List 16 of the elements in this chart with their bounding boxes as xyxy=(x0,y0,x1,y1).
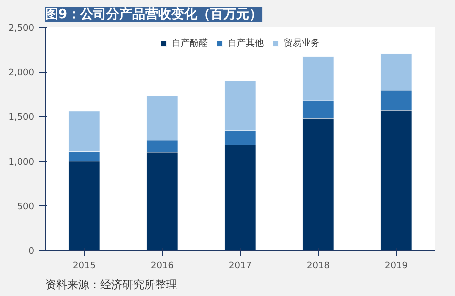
y-tick-label: 2,500 xyxy=(8,24,35,34)
x-tick-label: 2017 xyxy=(229,262,252,272)
x-tick-label: 2018 xyxy=(307,262,330,272)
y-tick-label: 2,000 xyxy=(8,68,35,79)
y-tick-label: 1,500 xyxy=(8,113,35,124)
x-tick-label: 2016 xyxy=(151,262,174,272)
legend-label: 自产酚醛 xyxy=(172,38,208,50)
x-tick-label: 2019 xyxy=(385,262,408,272)
text: 资料来源：经济研究所整理 xyxy=(46,278,178,292)
chart-title: 图9：公司分产品营收变化（百万元） xyxy=(46,6,263,22)
x-tick-label: 2015 xyxy=(73,262,96,272)
y-tick-label: 1,000 xyxy=(8,158,35,168)
legend-label: 自产其他 xyxy=(228,38,264,50)
legend-label: 贸易业务 xyxy=(284,38,320,50)
y-tick-label: 0 xyxy=(28,247,35,257)
y-tick-label: 500 xyxy=(17,202,35,212)
